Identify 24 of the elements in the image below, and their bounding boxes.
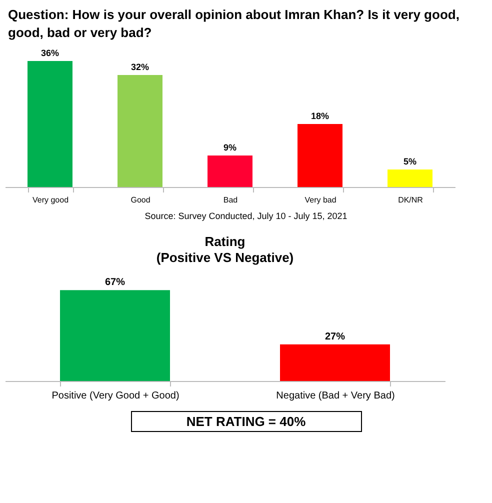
- x-tick-label: Positive (Very Good + Good): [52, 390, 180, 402]
- x-tick-label: DK/NR: [398, 196, 424, 204]
- bar: [298, 124, 342, 187]
- chart-title: Rating: [204, 234, 246, 250]
- data-label: 67%: [104, 277, 126, 288]
- chart-subtitle: (Positive VS Negative): [156, 250, 294, 266]
- data-label: 32%: [130, 62, 150, 72]
- data-label: 36%: [40, 48, 60, 58]
- data-label: 18%: [310, 111, 330, 121]
- x-tick-label: Bad: [223, 196, 238, 204]
- data-label: 5%: [403, 156, 417, 166]
- bar: [388, 170, 432, 187]
- x-tick-label: Very good: [32, 196, 69, 204]
- x-tick-label: Very bad: [304, 196, 336, 204]
- chart-title: Question: How is your overall opinion about Imran Khan? Is it very good, good, bad or very bad?: [7, 6, 460, 42]
- bar: [118, 75, 162, 187]
- data-label: 27%: [324, 331, 346, 342]
- source-note: Source: Survey Conducted, July 10 - July 15, 2021: [144, 211, 348, 221]
- text: NET RATING = 40%: [130, 411, 362, 432]
- x-tick-label: Negative (Bad + Very Bad): [276, 390, 395, 402]
- bar: [208, 156, 252, 187]
- x-tick-label: Good: [130, 196, 150, 204]
- bar: [28, 61, 72, 187]
- data-label: 9%: [223, 142, 237, 152]
